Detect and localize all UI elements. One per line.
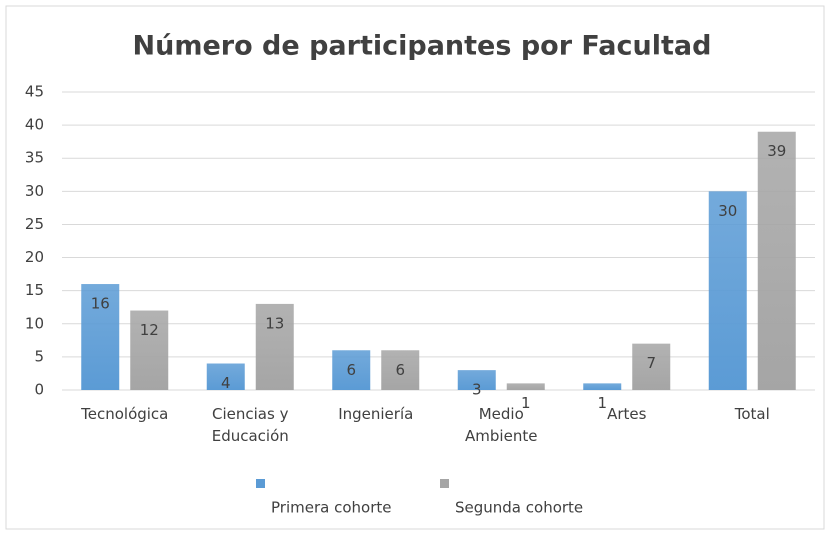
bar: [381, 350, 420, 390]
x-tick-label: Total: [734, 405, 770, 423]
legend-swatch: [256, 479, 265, 488]
bar: [332, 350, 371, 390]
bar: [583, 383, 622, 390]
y-tick-label: 10: [25, 314, 44, 332]
bar: [206, 363, 245, 390]
data-label: 1: [521, 394, 531, 412]
legend-swatch: [440, 479, 449, 488]
data-label: 16: [91, 295, 110, 313]
bar: [81, 284, 120, 390]
bar: [457, 370, 496, 390]
data-label: 3: [472, 381, 482, 399]
bar: [757, 131, 796, 390]
data-label: 6: [346, 361, 356, 379]
bar: [255, 303, 294, 390]
data-label: 6: [395, 361, 405, 379]
y-tick-label: 30: [25, 182, 44, 200]
data-label: 30: [718, 202, 737, 220]
x-tick-label: Tecnológica: [81, 405, 169, 423]
bar: [506, 383, 545, 390]
legend-label: Primera cohorte: [271, 499, 391, 517]
y-tick-label: 40: [25, 116, 44, 134]
x-tick-label: Ciencias y Educación: [211, 405, 289, 445]
bar: [708, 191, 747, 390]
y-tick-label: 25: [25, 215, 44, 233]
x-tick-label: Medio Ambiente: [465, 405, 538, 445]
data-label: 7: [646, 354, 656, 372]
y-tick-label: 20: [25, 248, 44, 266]
bar: [632, 343, 671, 390]
bar: [130, 310, 169, 390]
chart-title: Número de participantes por Facultad: [133, 31, 712, 62]
x-tick-label: Ingeniería: [338, 405, 414, 423]
y-tick-label: 45: [25, 83, 44, 101]
y-tick-label: 5: [34, 347, 44, 365]
data-label: 1: [597, 394, 607, 412]
chart-border: [5, 5, 825, 530]
y-tick-label: 15: [25, 281, 44, 299]
data-label: 39: [767, 142, 786, 160]
y-tick-label: 35: [25, 149, 44, 167]
data-label: 12: [140, 321, 159, 339]
data-label: 4: [221, 374, 231, 392]
x-tick-label: Artes: [607, 405, 647, 423]
data-label: 13: [265, 314, 284, 332]
y-tick-label: 0: [34, 381, 44, 399]
legend-label: Segunda cohorte: [455, 499, 583, 517]
